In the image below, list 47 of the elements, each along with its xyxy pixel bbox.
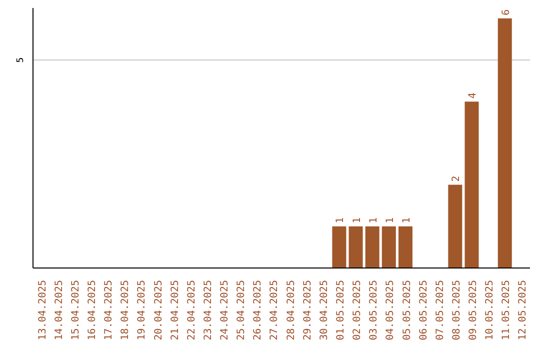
data-label: 6 (500, 9, 512, 16)
data-label: 2 (451, 176, 462, 182)
data-label: 4 (468, 92, 479, 99)
x-tick-label: 24.04.2025 (220, 280, 231, 340)
x-tick-label: 12.05.2025 (518, 280, 529, 340)
bar (332, 226, 346, 268)
data-label: 1 (401, 217, 412, 224)
x-tick-label: 10.05.2025 (484, 280, 496, 340)
bar (498, 18, 512, 268)
x-tick-label: 01.05.2025 (335, 280, 346, 340)
x-tick-label: 13.04.2025 (37, 280, 48, 340)
x-tick-label: 21.04.2025 (170, 280, 181, 340)
x-tick-label: 30.04.2025 (318, 280, 330, 340)
x-tick-label: 03.05.2025 (368, 280, 380, 340)
x-tick-label: 14.04.2025 (54, 280, 65, 340)
data-label: 1 (368, 217, 380, 224)
x-tick-label: 02.05.2025 (352, 280, 364, 340)
bar (348, 226, 363, 268)
bar (382, 226, 396, 268)
x-tick-label: 09.05.2025 (468, 280, 480, 340)
x-tick-label: 27.04.2025 (269, 280, 280, 340)
x-tick-label: 05.05.2025 (402, 280, 413, 340)
x-tick-label: 06.05.2025 (418, 280, 430, 340)
bar (398, 226, 412, 268)
x-tick-label: 22.04.2025 (186, 280, 198, 340)
x-tick-label: 11.05.2025 (501, 280, 512, 340)
x-tick-label: 07.05.2025 (434, 280, 446, 340)
x-tick-label: 23.04.2025 (202, 280, 214, 340)
x-tick-label: 18.04.2025 (120, 280, 132, 340)
x-tick-label: 08.05.2025 (451, 280, 462, 340)
x-tick-label: 15.04.2025 (70, 280, 82, 340)
x-tick-label: 20.04.2025 (153, 280, 164, 340)
y-tick-label: 5 (16, 57, 26, 63)
x-tick-label: 28.04.2025 (286, 280, 297, 340)
x-tick-label: 16.04.2025 (86, 280, 98, 340)
x-tick-label: 04.05.2025 (385, 280, 396, 340)
x-tick-label: 19.04.2025 (136, 280, 148, 340)
x-tick-label: 25.04.2025 (236, 280, 248, 340)
x-tick-label: 26.04.2025 (252, 280, 264, 340)
data-label: 1 (352, 217, 363, 224)
x-tick-label: 17.04.2025 (104, 280, 115, 340)
data-label: 1 (335, 217, 346, 224)
data-label: 1 (384, 217, 396, 224)
bar (464, 102, 479, 268)
bar (365, 226, 380, 268)
x-tick-label: 29.04.2025 (302, 280, 314, 340)
bar (448, 184, 462, 268)
